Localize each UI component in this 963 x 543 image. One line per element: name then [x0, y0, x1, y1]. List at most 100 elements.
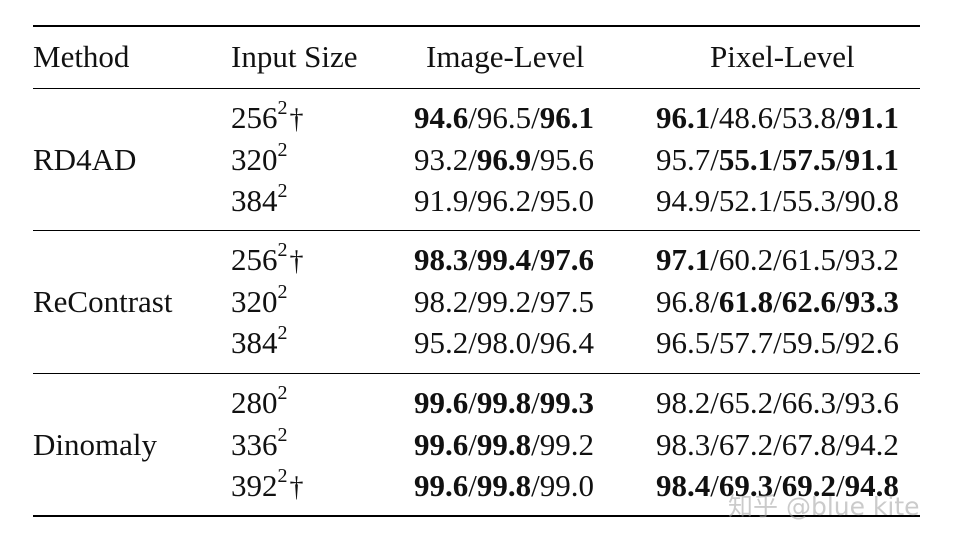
input-size-exponent: 2	[277, 382, 288, 404]
input-size-cell: 3202	[231, 282, 288, 322]
image-level-cell: 99.6/99.8/99.2	[414, 426, 594, 462]
metric-value: 99.6	[414, 426, 469, 462]
image-level-cell: 93.2/96.9/95.6	[414, 141, 594, 177]
metric-value: 95.2	[414, 325, 469, 360]
metric-value: 69.3	[718, 468, 774, 503]
metric-value: 96.5	[656, 325, 711, 360]
header-input-size: Input Size	[231, 39, 358, 74]
bottom-rule	[33, 515, 920, 517]
metric-value: 55.3	[781, 183, 836, 218]
top-rule	[33, 25, 920, 27]
metric-value: 99.4	[476, 242, 532, 277]
group-divider	[33, 230, 920, 231]
metric-value: 93.3	[844, 283, 899, 319]
metric-value: 57.5	[781, 141, 836, 177]
input-size-cell: 2562†	[231, 98, 304, 140]
metric-value: 98.2	[414, 283, 469, 319]
metric-value: 59.5	[781, 325, 836, 360]
pixel-level-cell: 98.2/65.2/66.3/93.6	[656, 385, 899, 420]
metric-value: 91.9	[414, 183, 469, 218]
metric-value: 62.6	[781, 283, 836, 319]
method-name: RD4AD	[33, 141, 137, 177]
image-level-cell: 94.6/96.5/96.1	[414, 100, 594, 135]
metric-value: 61.8	[718, 283, 774, 319]
input-size-value: 384	[231, 325, 278, 360]
input-size-cell: 3202	[231, 140, 288, 180]
metric-value: 99.6	[414, 385, 469, 420]
input-size-value: 336	[231, 426, 278, 462]
watermark: 知乎 @blue kite	[728, 492, 920, 521]
metric-value: 60.2	[718, 242, 774, 277]
metric-value: 99.8	[476, 426, 532, 462]
metric-value: 96.8	[656, 283, 711, 319]
pixel-level-cell: 96.5/57.7/59.5/92.6	[656, 325, 899, 360]
metric-value: 99.2	[476, 283, 532, 319]
metric-value: 53.8	[781, 100, 836, 135]
input-size-cell: 3842	[231, 323, 288, 363]
metric-value: 96.4	[539, 325, 594, 360]
image-level-cell: 99.6/99.8/99.0	[414, 468, 594, 503]
input-size-exponent: 2	[277, 97, 288, 119]
metric-value: 90.8	[844, 183, 899, 218]
metric-value: 67.2	[718, 426, 774, 462]
pixel-level-cell: 95.7/55.1/57.5/91.1	[656, 141, 899, 177]
header-method: Method	[33, 39, 130, 74]
metric-value: 95.6	[539, 141, 594, 177]
input-size-value: 256	[231, 100, 278, 135]
metric-value: 96.9	[476, 141, 532, 177]
input-size-cell: 3842	[231, 181, 288, 221]
metric-value: 99.3	[539, 385, 594, 420]
metric-value: 94.2	[844, 426, 899, 462]
metric-value: 96.1	[656, 100, 711, 135]
metric-value: 96.5	[476, 100, 532, 135]
input-size-value: 392	[231, 468, 278, 503]
metric-value: 69.2	[781, 468, 836, 503]
metric-value: 98.4	[656, 468, 711, 503]
image-level-cell: 98.3/99.4/97.6	[414, 242, 594, 277]
input-size-value: 320	[231, 283, 278, 319]
input-size-value: 256	[231, 242, 278, 277]
metric-value: 95.0	[539, 183, 594, 218]
metric-value: 99.6	[414, 468, 469, 503]
metric-value: 57.7	[718, 325, 774, 360]
metric-value: 95.7	[656, 141, 711, 177]
metric-value: 67.8	[781, 426, 836, 462]
pixel-level-cell: 98.3/67.2/67.8/94.2	[656, 426, 899, 462]
group-divider	[33, 373, 920, 374]
input-size-cell: 3922†	[231, 466, 304, 508]
pixel-level-cell: 96.8/61.8/62.6/93.3	[656, 283, 899, 319]
metric-value: 94.6	[414, 100, 469, 135]
input-size-value: 280	[231, 385, 278, 420]
image-level-cell: 99.6/99.8/99.3	[414, 385, 594, 420]
metric-value: 91.1	[844, 100, 899, 135]
header-rule	[33, 88, 920, 89]
metric-value: 99.0	[539, 468, 594, 503]
metric-value: 91.1	[844, 141, 899, 177]
metric-value: 93.2	[414, 141, 469, 177]
input-size-exponent: 2	[277, 423, 288, 446]
metric-value: 92.6	[844, 325, 899, 360]
metric-value: 97.5	[539, 283, 594, 319]
dagger-mark: †	[289, 246, 304, 277]
metric-value: 98.3	[414, 242, 469, 277]
input-size-exponent: 2	[277, 138, 288, 161]
method-name: ReContrast	[33, 283, 173, 319]
pixel-level-cell: 98.4/69.3/69.2/94.8	[656, 468, 899, 503]
input-size-exponent: 2	[277, 280, 288, 303]
dagger-mark: †	[289, 472, 304, 503]
input-size-exponent: 2	[277, 322, 288, 344]
metric-value: 99.2	[539, 426, 594, 462]
image-level-cell: 98.2/99.2/97.5	[414, 283, 594, 319]
metric-value: 98.3	[656, 426, 711, 462]
image-level-cell: 95.2/98.0/96.4	[414, 325, 594, 360]
metric-value: 99.8	[476, 468, 532, 503]
image-level-cell: 91.9/96.2/95.0	[414, 183, 594, 218]
pixel-level-cell: 94.9/52.1/55.3/90.8	[656, 183, 899, 218]
input-size-exponent: 2	[277, 239, 288, 261]
input-size-exponent: 2	[277, 465, 288, 487]
metric-value: 94.8	[844, 468, 899, 503]
metric-value: 98.0	[476, 325, 532, 360]
header-pixel-level: Pixel-Level	[710, 39, 855, 74]
metric-value: 97.6	[539, 242, 594, 277]
metric-value: 61.5	[781, 242, 836, 277]
